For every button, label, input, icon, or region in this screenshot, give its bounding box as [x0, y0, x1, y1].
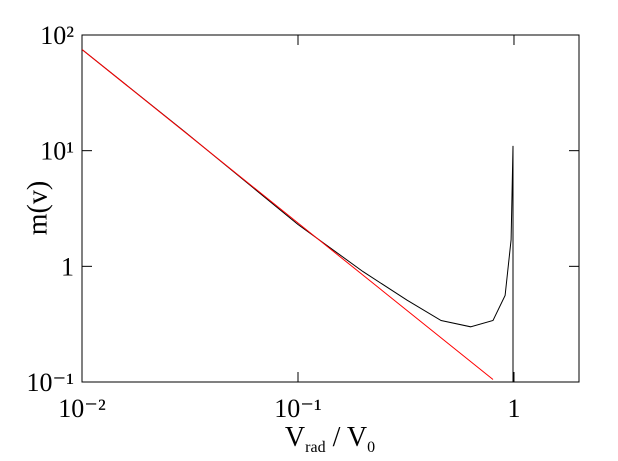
x-label-sub: 0	[367, 439, 375, 456]
x-tick-label: 10⁻²	[58, 394, 106, 423]
data-line	[82, 49, 514, 382]
x-label-part: V	[285, 422, 305, 453]
data-line	[82, 49, 494, 380]
y-tick-label: 1	[61, 252, 74, 281]
x-label-sub: rad	[305, 439, 325, 456]
x-tick-label: 10⁻¹	[274, 394, 322, 423]
y-tick-label: 10²	[40, 21, 74, 50]
y-tick-label: 10⁻¹	[26, 368, 74, 397]
plot-area	[82, 49, 514, 382]
y-tick-label: 10¹	[40, 137, 74, 166]
plot-frame	[81, 34, 580, 383]
y-axis-label: m(v)	[22, 181, 53, 235]
x-label-part: / V	[326, 422, 368, 453]
x-tick-label: 1	[507, 394, 520, 423]
x-axis-label: Vrad / V0	[285, 422, 375, 456]
